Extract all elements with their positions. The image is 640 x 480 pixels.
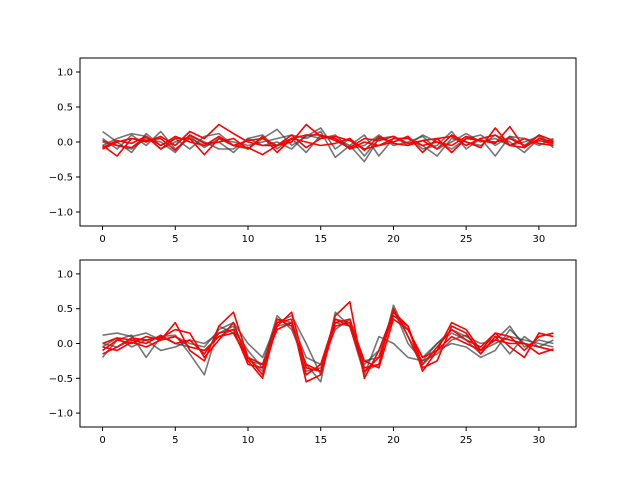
x-tick-label: 0 xyxy=(99,234,105,245)
y-tick-label: 0.5 xyxy=(57,304,73,315)
x-tick-label: 5 xyxy=(172,234,178,245)
series-7-line xyxy=(102,318,554,373)
x-tick-label: 25 xyxy=(460,234,473,245)
x-tick-label: 10 xyxy=(242,435,255,446)
y-tick-label: −1.0 xyxy=(49,208,73,219)
y-tick-label: 0.0 xyxy=(57,138,73,149)
y-tick-label: −0.5 xyxy=(49,374,73,385)
x-tick-label: 5 xyxy=(172,435,178,446)
top-subplot: 0 5 10 15 20 25 30 −1.0 −0.5 0.0 0.5 1.0 xyxy=(49,57,577,245)
x-tick-label: 20 xyxy=(387,435,400,446)
bottom-subplot: 0 5 10 15 20 25 30 −1.0 −0.5 0.0 0.5 1.0 xyxy=(49,259,577,446)
y-tick-label: 1.0 xyxy=(57,269,73,280)
y-tick-label: 0.5 xyxy=(57,103,73,114)
x-tick-label: 20 xyxy=(387,234,400,245)
x-tick-label: 30 xyxy=(533,435,546,446)
x-tick-label: 0 xyxy=(99,435,105,446)
x-tick-label: 25 xyxy=(460,435,473,446)
y-tick-label: 0.0 xyxy=(57,339,73,350)
y-tick-label: −0.5 xyxy=(49,173,73,184)
y-tick-label: 1.0 xyxy=(57,68,73,79)
series-8-line xyxy=(102,314,554,376)
series-8-line xyxy=(102,135,554,154)
x-tick-label: 10 xyxy=(242,234,255,245)
x-tick-label: 15 xyxy=(314,234,327,245)
y-tick-label: −1.0 xyxy=(49,409,73,420)
x-tick-label: 15 xyxy=(314,435,327,446)
x-tick-label: 30 xyxy=(533,234,546,245)
